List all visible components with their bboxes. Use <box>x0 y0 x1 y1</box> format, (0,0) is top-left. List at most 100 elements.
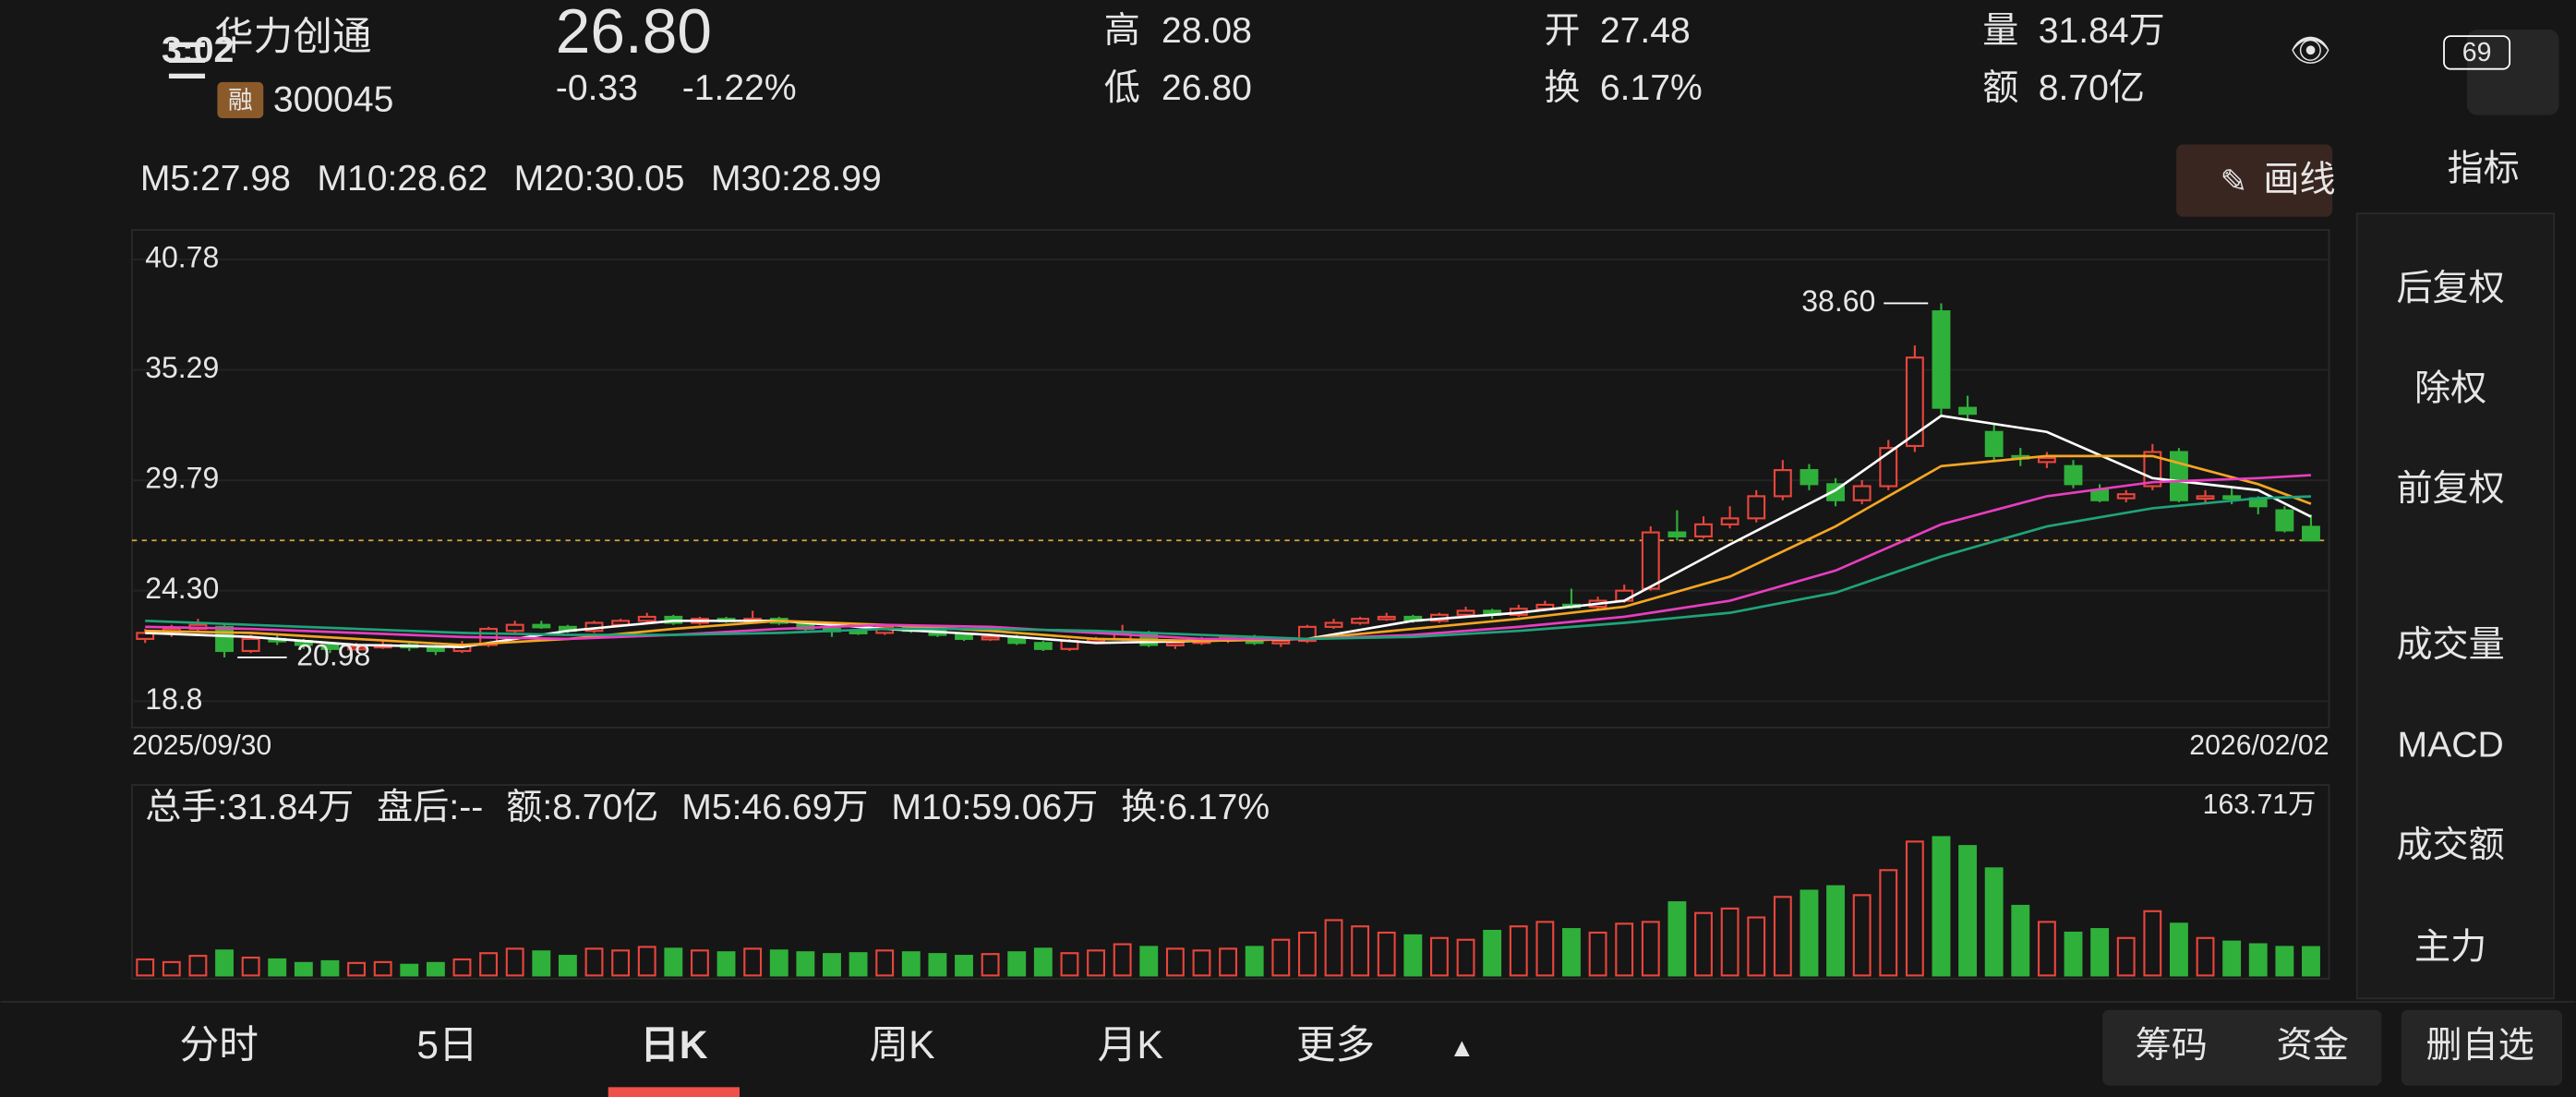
price: 26.80 <box>556 0 712 66</box>
ma-legend: M20:30.05 <box>514 159 685 199</box>
candle-body <box>1456 609 1475 616</box>
volume-bar <box>1245 946 1264 977</box>
candle-body <box>2090 488 2110 501</box>
tab[interactable]: 周K <box>869 1023 934 1067</box>
volume-bar <box>1535 921 1555 977</box>
action-button[interactable]: 筹码 <box>2136 1026 2208 1066</box>
volume-bar <box>1667 901 1687 977</box>
volume-bar <box>2090 928 2110 977</box>
candle-body <box>347 645 366 651</box>
sidebar-item[interactable]: 主力 <box>2414 927 2486 967</box>
high-label: 高 <box>1104 11 1140 51</box>
volume-bar <box>2196 936 2215 977</box>
sidebar <box>2355 212 2556 1000</box>
candle-body <box>981 635 1000 641</box>
action-button[interactable]: 资金 <box>2277 1026 2349 1066</box>
battery-level: 69 <box>2462 38 2492 67</box>
volume-bar <box>1192 949 1211 977</box>
volume-bar <box>1324 919 1343 977</box>
watchlist-button[interactable] <box>2401 1009 2563 1086</box>
volume-bar <box>1165 947 1185 977</box>
candle-body <box>532 623 551 629</box>
button-group[interactable] <box>2102 1009 2382 1086</box>
volume-bar <box>1271 938 1291 977</box>
volume-bar <box>532 950 551 977</box>
candle-body <box>1800 469 1819 486</box>
candle-body <box>1324 621 1343 628</box>
turnover: 6.17% <box>1600 68 1703 108</box>
action-button[interactable]: 删自选 <box>2426 1026 2534 1066</box>
volume-bar <box>875 949 895 977</box>
candle-body <box>637 615 656 622</box>
volume-bar <box>1377 931 1396 977</box>
volume-bar <box>1087 949 1105 977</box>
tab[interactable]: 5日 <box>416 1023 477 1067</box>
tab[interactable]: 分时 <box>180 1023 259 1067</box>
menu-icon[interactable]: ☰ <box>165 35 210 90</box>
volume-bar <box>1588 931 1607 977</box>
candle-body <box>1720 517 1739 525</box>
candle-body <box>2302 525 2320 542</box>
volume-bar <box>691 949 709 977</box>
tab[interactable]: 月K <box>1098 1023 1163 1067</box>
battery <box>2443 35 2511 70</box>
volume-bar <box>1430 936 1449 977</box>
volume-legend: M10:59.06万 <box>891 788 1098 827</box>
stock-code: 300045 <box>273 80 394 120</box>
high-annotation: 38.60 <box>1801 284 1875 318</box>
top-right-button[interactable] <box>2466 30 2559 115</box>
y-tick-label: 40.78 <box>145 240 219 273</box>
volume-bar <box>1852 894 1872 977</box>
volume-bar <box>1483 929 1502 977</box>
high: 28.08 <box>1162 11 1252 51</box>
ma-line <box>145 495 2312 641</box>
volume-bar <box>2222 940 2242 977</box>
volume-bar <box>955 955 973 977</box>
sidebar-item[interactable]: 成交额 <box>2396 826 2504 865</box>
volume-bar <box>664 947 683 977</box>
volume-legend: 额:8.70亿 <box>506 788 658 827</box>
sidebar-item[interactable]: MACD <box>2398 726 2504 765</box>
volume-bar <box>2116 936 2136 977</box>
candle-body <box>1033 642 1053 650</box>
date-end: 2026/02/02 <box>2189 730 2329 761</box>
volume-bar <box>1800 889 1819 977</box>
ma-legend: M10:28.62 <box>317 159 488 199</box>
y-tick-label: 24.30 <box>145 572 219 605</box>
tab-underline <box>608 1087 740 1097</box>
sidebar-item[interactable]: 除权 <box>2414 369 2486 409</box>
volume-bar <box>1509 925 1528 977</box>
volume-bar <box>584 947 604 977</box>
candle-body <box>2037 456 2056 464</box>
volume-bar <box>611 949 631 977</box>
indicator-button[interactable]: 指标 <box>2448 149 2520 188</box>
sidebar-item[interactable]: 成交量 <box>2396 625 2504 665</box>
volume-bar <box>2064 931 2083 977</box>
volume-bar <box>136 958 155 977</box>
volume-bar <box>373 960 392 977</box>
sidebar-item[interactable]: 后复权 <box>2396 269 2504 308</box>
candle-body <box>2170 451 2188 501</box>
volume-bar <box>162 960 181 977</box>
candle-body <box>2064 464 2083 486</box>
y-tick-label: 18.8 <box>145 682 202 716</box>
volume-frame <box>131 784 2330 980</box>
volume-label: 量 <box>1982 11 2018 51</box>
volume-bar <box>1958 845 1978 977</box>
draw-button[interactable] <box>2176 144 2333 217</box>
draw-button-label[interactable]: 画线 <box>2263 161 2335 200</box>
candle-body <box>1351 618 1370 624</box>
tab[interactable]: 更多 <box>1296 1023 1375 1067</box>
tab[interactable]: 日K <box>640 1023 708 1067</box>
volume-bar <box>1747 916 1766 977</box>
draw-button-icon: ✎ <box>2220 163 2247 200</box>
candle-body <box>2222 495 2242 500</box>
candle-body <box>1615 589 1634 602</box>
sidebar-item[interactable]: 前复权 <box>2396 469 2504 509</box>
volume-bar <box>505 947 524 977</box>
volume-legend: 换: <box>1121 788 1167 827</box>
volume-bar <box>268 958 287 977</box>
candle-body <box>1905 356 1924 448</box>
volume-bar <box>400 963 419 977</box>
